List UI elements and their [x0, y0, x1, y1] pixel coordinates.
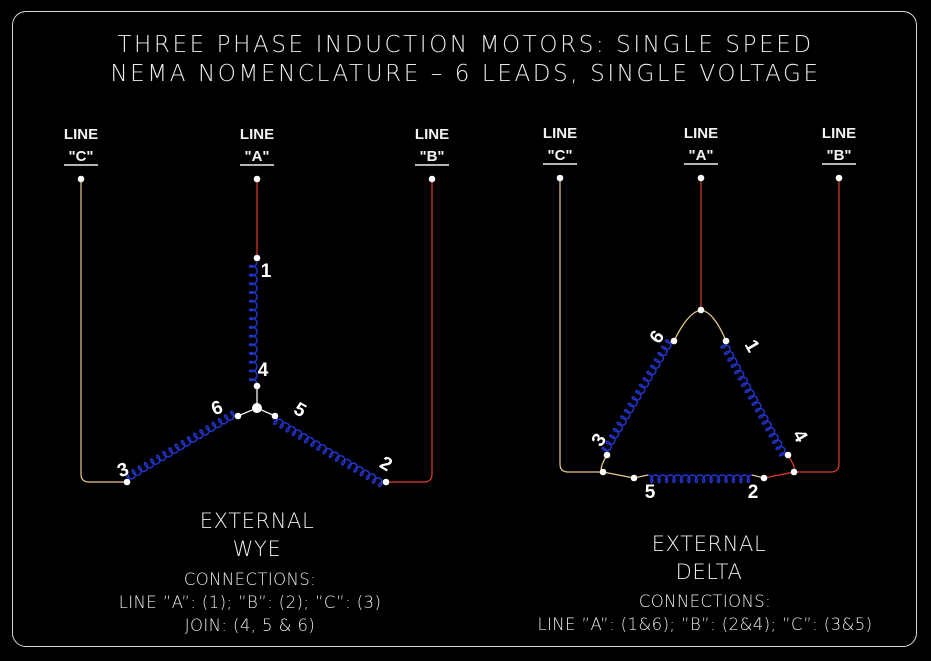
wye-terminal-5: 5 [290, 399, 310, 423]
delta-lead-b [794, 178, 840, 473]
delta-coil-1-4 [720, 340, 789, 457]
wye-diagram: LINE "C" LINE "A" LINE "B" [64, 126, 449, 488]
delta-terminal-4: 4 [788, 426, 812, 446]
wye-coil-6-3 [125, 410, 239, 483]
wye-connections-line: LINE ”A”: (1); ”B”: (2); ”C”: (3) [118, 593, 382, 612]
delta-line-a-label: LINE [684, 125, 718, 142]
wye-line-a-label: LINE [240, 126, 274, 143]
delta-line-b-label: LINE [822, 125, 856, 142]
delta-line-b-tag: "B" [826, 147, 851, 164]
wye-line-a-header: LINE "A" [240, 126, 274, 166]
delta-terminal-3: 3 [588, 430, 611, 451]
wye-terminal-3: 3 [115, 459, 132, 482]
delta-terminal-1: 1 [740, 336, 764, 356]
wye-terminal-1: 1 [261, 261, 272, 282]
delta-terminal-dots [556, 174, 843, 482]
delta-line-c-label: LINE [543, 125, 577, 142]
wye-terminal-6: 6 [209, 397, 226, 420]
delta-line-a-header: LINE "A" [684, 125, 718, 165]
delta-lead-c [559, 178, 603, 473]
delta-terminal-6: 6 [646, 327, 669, 348]
delta-jumper-top [673, 309, 727, 342]
delta-coil-5-2 [647, 474, 753, 484]
delta-connections-line: LINE ”A”: (1&6); ”B”: (2&4); ”C”: (3&5) [537, 615, 873, 634]
delta-line-c-tag: "C" [547, 147, 572, 164]
wye-coil-1-4 [248, 261, 258, 385]
wye-lead-c [80, 179, 127, 483]
wye-join-line: JOIN: (4, 5 & 6) [184, 616, 316, 635]
delta-jumper-left [600, 454, 635, 479]
drawing-border [12, 11, 917, 647]
delta-line-c-header: LINE "C" [543, 125, 577, 165]
delta-line-b-header: LINE "B" [822, 125, 856, 165]
wye-terminal-4: 4 [258, 360, 269, 381]
title-line-2: NEMA NOMENCLATURE – 6 LEADS, SINGLE VOLT… [110, 61, 821, 87]
delta-jumper-right [763, 454, 796, 479]
delta-line-a-tag: "A" [688, 147, 713, 164]
delta-terminal-2: 2 [748, 482, 759, 503]
wye-line-b-label: LINE [415, 126, 449, 143]
wye-connections-heading: CONNECTIONS: [183, 570, 317, 589]
delta-label-line-2: DELTA [675, 560, 743, 584]
wye-terminal-2: 2 [376, 453, 396, 476]
wye-line-c-header: LINE "C" [64, 126, 98, 166]
wye-line-b-tag: "B" [419, 148, 444, 165]
wye-line-b-header: LINE "B" [415, 126, 449, 166]
wye-line-c-label: LINE [64, 126, 98, 143]
wye-line-c-tag: "C" [68, 148, 93, 165]
wye-coil-5-2 [273, 415, 387, 488]
wye-terminal-dots [77, 175, 436, 486]
wye-label-line-2: WYE [232, 537, 282, 561]
delta-label-line-1: EXTERNAL [651, 532, 767, 556]
delta-terminal-5: 5 [645, 482, 656, 503]
wye-line-a-tag: "A" [244, 148, 269, 165]
delta-connections-heading: CONNECTIONS: [638, 592, 772, 611]
wye-label-line-1: EXTERNAL [199, 509, 315, 533]
wye-lead-b [386, 179, 433, 483]
delta-diagram: LINE "C" LINE "A" LINE "B" [543, 125, 856, 503]
title-line-1: THREE PHASE INDUCTION MOTORS: SINGLE SPE… [117, 32, 814, 58]
delta-coil-6-3 [601, 339, 675, 456]
